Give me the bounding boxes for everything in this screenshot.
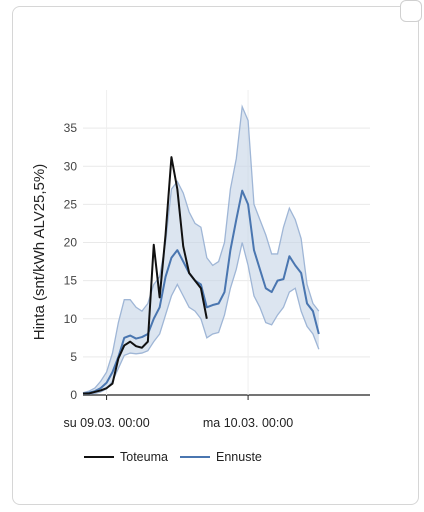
y-tick-label: 35: [64, 121, 78, 135]
forecast-band: [82, 104, 320, 395]
y-tick-label: 20: [64, 236, 78, 250]
forecast-band-upper: [82, 104, 320, 394]
series-line-actual: [83, 156, 208, 395]
y-axis-label: Hinta (snt/kWh ALV25,5%): [31, 164, 48, 340]
x-axis-ticks: su 09.03. 00:00 ma 10.03. 00:00: [63, 395, 293, 430]
y-tick-label: 0: [70, 388, 77, 402]
forecast-band-lower: [83, 242, 320, 395]
y-axis-ticks: 0 5 10 15 20 25 30 35: [64, 121, 78, 402]
series-lines: [82, 156, 320, 395]
chart-card: [12, 6, 419, 505]
y-tick-label: 15: [64, 274, 78, 288]
legend-label[interactable]: Ennuste: [216, 450, 262, 464]
y-tick-label: 5: [70, 350, 77, 364]
x-tick-label: su 09.03. 00:00: [63, 416, 149, 430]
y-tick-label: 10: [64, 312, 78, 326]
legend-label[interactable]: Toteuma: [120, 450, 168, 464]
series-line-forecast: [82, 189, 320, 395]
y-tick-label: 30: [64, 159, 78, 173]
y-tick-label: 25: [64, 197, 78, 211]
corner-button[interactable]: [400, 0, 422, 22]
forecast-band-area: [83, 106, 319, 395]
x-tick-label: ma 10.03. 00:00: [203, 416, 293, 430]
legend: Toteuma Ennuste: [84, 450, 262, 464]
